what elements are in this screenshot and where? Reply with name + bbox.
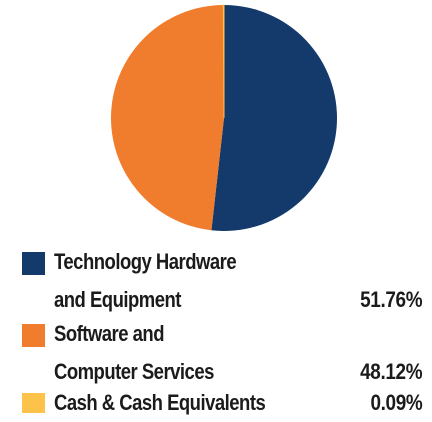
legend-swatch-technology-hardware — [22, 252, 45, 275]
legend-value-cash: 0.09% — [370, 390, 422, 415]
legend-value-software: 48.12% — [359, 359, 422, 384]
pie-slice-cash — [222, 4, 225, 119]
legend-label-software-line1: Software and — [54, 321, 164, 346]
legend-entry-software: Software and — [0, 318, 432, 352]
legend-label-technology-hardware-line2: and Equipment — [54, 287, 181, 312]
pie-slice-software — [111, 5, 224, 231]
legend-label-cash-line1: Cash & Cash Equivalents — [54, 390, 266, 415]
legend-swatch-software — [22, 324, 45, 347]
legend-entry-technology-hardware: Technology Hardware — [0, 246, 432, 280]
legend-value-technology-hardware: 51.76% — [359, 287, 422, 312]
pie-plot — [111, 4, 338, 231]
legend-swatch-cash — [22, 393, 45, 413]
pie-slice-technology-hardware — [211, 5, 338, 231]
legend-entry-software-cont: Computer Services 48.12% — [0, 356, 432, 390]
legend-label-software-line2: Computer Services — [54, 359, 214, 384]
legend-entry-technology-hardware-cont: and Equipment 51.76% — [0, 284, 432, 318]
legend-label-technology-hardware-line1: Technology Hardware — [54, 249, 237, 274]
legend-entry-cash: Cash & Cash Equivalents 0.09% — [0, 388, 432, 422]
